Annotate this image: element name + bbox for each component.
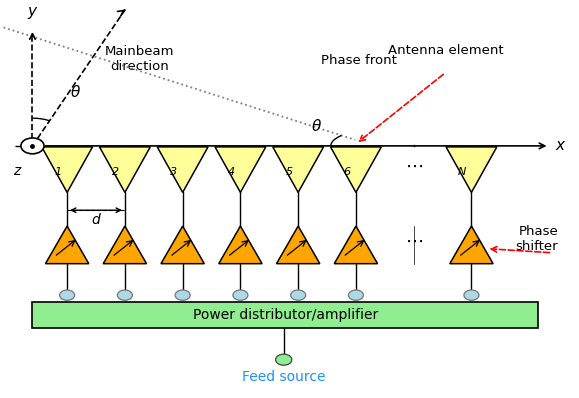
Text: $\cdots$: $\cdots$ <box>405 232 423 250</box>
Polygon shape <box>46 226 89 264</box>
Text: N: N <box>458 167 467 177</box>
Text: Phase front: Phase front <box>321 54 397 67</box>
Polygon shape <box>157 147 208 192</box>
Text: 6: 6 <box>343 167 350 177</box>
Polygon shape <box>446 147 497 192</box>
Polygon shape <box>215 147 266 192</box>
Text: Feed source: Feed source <box>242 370 325 384</box>
Polygon shape <box>277 226 320 264</box>
Text: $y$: $y$ <box>27 5 38 21</box>
Circle shape <box>118 290 133 300</box>
Text: 1: 1 <box>54 167 61 177</box>
Circle shape <box>291 290 306 300</box>
Text: Antenna element: Antenna element <box>387 44 503 57</box>
Circle shape <box>60 290 75 300</box>
Polygon shape <box>273 147 324 192</box>
Text: $\theta$: $\theta$ <box>311 118 322 134</box>
Polygon shape <box>334 226 378 264</box>
Text: $\theta$: $\theta$ <box>70 84 81 100</box>
Polygon shape <box>450 226 493 264</box>
Text: Phase
shifter: Phase shifter <box>515 225 558 253</box>
Polygon shape <box>331 147 382 192</box>
Polygon shape <box>161 226 204 264</box>
Circle shape <box>464 290 479 300</box>
Text: 3: 3 <box>170 167 177 177</box>
Text: $\cdots$: $\cdots$ <box>405 157 423 175</box>
Text: $x$: $x$ <box>555 139 567 153</box>
Circle shape <box>349 290 364 300</box>
Text: Power distributor/amplifier: Power distributor/amplifier <box>193 308 378 322</box>
Text: 4: 4 <box>228 167 235 177</box>
Circle shape <box>175 290 190 300</box>
Text: $d$: $d$ <box>90 212 101 227</box>
Text: Mainbeam
direction: Mainbeam direction <box>105 45 174 73</box>
Circle shape <box>21 138 44 154</box>
Text: $z$: $z$ <box>13 164 23 178</box>
Polygon shape <box>103 226 146 264</box>
Text: 5: 5 <box>285 167 292 177</box>
Polygon shape <box>42 147 93 192</box>
Text: 2: 2 <box>112 167 119 177</box>
FancyBboxPatch shape <box>32 302 538 328</box>
Polygon shape <box>100 147 151 192</box>
Circle shape <box>276 354 292 365</box>
Polygon shape <box>219 226 262 264</box>
Circle shape <box>233 290 248 300</box>
